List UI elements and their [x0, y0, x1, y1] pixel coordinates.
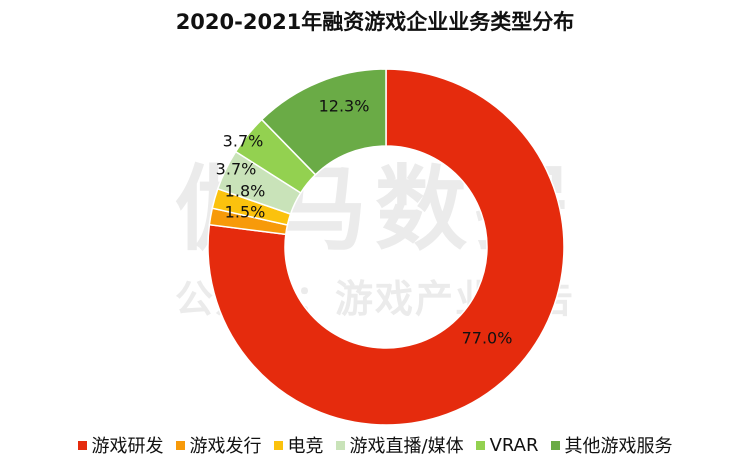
donut-data-label: 1.5%: [225, 203, 266, 222]
donut-slice: [260, 68, 387, 176]
legend-item: VRAR: [475, 432, 539, 458]
legend-swatch: [335, 440, 345, 450]
donut-slice: [207, 68, 565, 426]
legend-item: 游戏直播/媒体: [335, 432, 464, 458]
legend-swatch: [550, 440, 560, 450]
legend-swatch: [475, 440, 485, 450]
legend-item: 游戏发行: [175, 432, 262, 458]
legend-label: 其他游戏服务: [564, 436, 673, 457]
donut-data-labels: 77.0% 1.5% 1.8% 3.7% 3.7% 12.3%: [216, 97, 513, 348]
legend-label: 电竞: [287, 436, 324, 457]
legend-item: 游戏研发: [77, 432, 164, 458]
chart-legend: 游戏研发 游戏发行 电竞 游戏直播/媒体 VRAR 其他游戏服务: [0, 432, 750, 458]
chart-title: 2020-2021年融资游戏企业业务类型分布: [175, 10, 575, 34]
donut-data-label: 3.7%: [216, 160, 257, 179]
legend-item: 其他游戏服务: [550, 432, 673, 458]
donut-data-label: 12.3%: [319, 97, 370, 116]
legend-item: 电竞: [273, 432, 324, 458]
legend-swatch: [175, 440, 185, 450]
legend-swatch: [273, 440, 283, 450]
donut-data-label: 3.7%: [223, 132, 264, 151]
donut-slices: [207, 68, 565, 426]
legend-label: 游戏研发: [91, 436, 164, 457]
donut-data-label: 77.0%: [462, 329, 513, 348]
donut-data-label: 1.8%: [225, 182, 266, 201]
legend-label: VRAR: [489, 434, 539, 456]
legend-label: 游戏直播/媒体: [349, 436, 464, 457]
legend-label: 游戏发行: [189, 436, 262, 457]
legend-swatch: [77, 440, 87, 450]
